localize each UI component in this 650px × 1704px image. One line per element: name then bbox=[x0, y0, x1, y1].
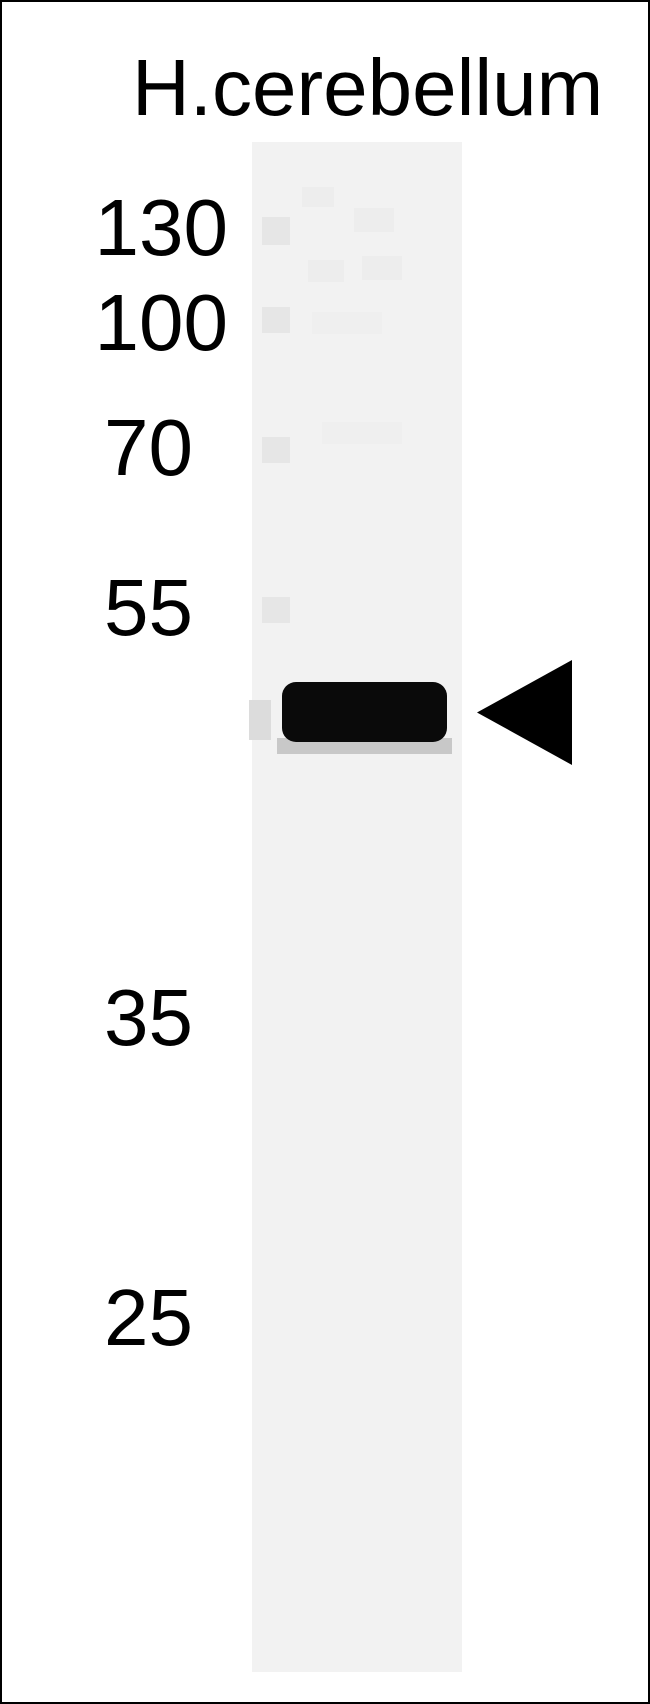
mw-marker-label: 70 bbox=[104, 402, 193, 494]
noise-patch bbox=[322, 422, 402, 444]
ladder-tick bbox=[249, 700, 271, 740]
mw-marker-label: 35 bbox=[104, 972, 193, 1064]
noise-patch bbox=[362, 256, 402, 280]
detected-band bbox=[282, 682, 447, 742]
band-arrow-icon bbox=[477, 660, 572, 765]
ladder-tick bbox=[262, 217, 290, 245]
lane-header-label: H.cerebellum bbox=[132, 42, 603, 134]
noise-patch bbox=[308, 260, 344, 282]
mw-marker-label: 55 bbox=[104, 562, 193, 654]
noise-patch bbox=[302, 187, 334, 207]
mw-marker-label: 25 bbox=[104, 1272, 193, 1364]
ladder-tick bbox=[262, 307, 290, 333]
western-blot-figure: H.cerebellum 130100 70 55 35 25 bbox=[0, 0, 650, 1704]
blot-lane bbox=[252, 142, 462, 1672]
noise-patch bbox=[354, 208, 394, 232]
mw-marker-label: 130 bbox=[95, 182, 228, 274]
ladder-tick bbox=[262, 437, 290, 463]
noise-patch bbox=[312, 312, 382, 334]
ladder-tick bbox=[262, 597, 290, 623]
mw-marker-label: 100 bbox=[95, 277, 228, 369]
